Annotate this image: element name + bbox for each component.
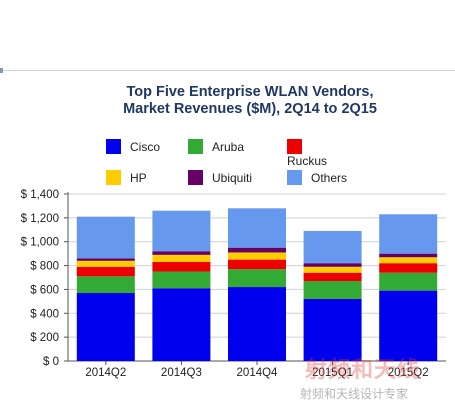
- legend-swatch: [287, 139, 302, 154]
- bar-hp: [379, 257, 438, 264]
- bar-aruba: [228, 269, 286, 288]
- bar-ruckus: [379, 263, 438, 273]
- legend-swatch: [188, 139, 203, 154]
- y-tick-label: $ 400: [30, 308, 59, 320]
- legend-swatch: [287, 170, 302, 185]
- bar-hp: [152, 254, 211, 262]
- bar-hp: [228, 252, 286, 260]
- legend-label: Ruckus: [287, 154, 328, 168]
- bar-aruba: [379, 272, 438, 291]
- header-rule-marker: [0, 68, 3, 73]
- bar-aruba: [303, 281, 362, 299]
- bar-cisco: [76, 293, 135, 361]
- x-tick-label: 2014Q3: [161, 367, 202, 379]
- bar-ubiquiti: [76, 258, 135, 261]
- bar-ruckus: [76, 266, 135, 277]
- y-tick-label: $ 1,400: [21, 189, 59, 201]
- bar-ruckus: [303, 272, 362, 282]
- legend-label: HP: [130, 171, 147, 185]
- chart-title: Top Five Enterprise WLAN Vendors,: [126, 84, 374, 100]
- bar-hp: [303, 266, 362, 273]
- y-tick-label: $ 800: [30, 261, 59, 273]
- legend-swatch: [188, 170, 203, 185]
- bar-others: [379, 214, 438, 254]
- bar-cisco: [152, 288, 211, 361]
- bar-others: [76, 216, 135, 259]
- watermark-logo: 射频和天线: [305, 358, 421, 383]
- bar-others: [303, 230, 362, 264]
- bar-ruckus: [228, 259, 286, 270]
- legend-swatch: [106, 170, 121, 185]
- x-tick-label: 2014Q4: [237, 367, 279, 379]
- legend-label: Ubiquiti: [212, 171, 253, 185]
- y-tick-label: $ 600: [30, 284, 59, 296]
- bar-cisco: [303, 298, 362, 361]
- bar-ubiquiti: [303, 263, 362, 267]
- bar-cisco: [228, 287, 286, 361]
- bar-others: [228, 208, 286, 248]
- y-tick-label: $ 1,000: [21, 237, 59, 249]
- bar-cisco: [379, 290, 438, 361]
- y-tick-label: $ 200: [30, 332, 59, 344]
- x-tick-label: 2015Q1: [312, 367, 353, 379]
- y-tick-label: $ 0: [43, 356, 59, 368]
- legend-swatch: [106, 139, 121, 154]
- bar-aruba: [152, 271, 211, 289]
- legend-label: Aruba: [212, 140, 245, 154]
- bar-others: [152, 210, 211, 252]
- bar-aruba: [76, 276, 135, 294]
- bar-ruckus: [152, 261, 211, 272]
- bar-hp: [76, 260, 135, 267]
- chart-subtitle: Market Revenues ($M), 2Q14 to 2Q15: [123, 101, 377, 117]
- header-rule: [0, 70, 455, 71]
- x-tick-label: 2015Q2: [388, 367, 429, 379]
- bar-ubiquiti: [152, 251, 211, 255]
- legend-label: Cisco: [130, 140, 161, 154]
- bar-ubiquiti: [379, 253, 438, 258]
- y-tick-label: $ 1,200: [21, 213, 59, 225]
- watermark-text: 射频和天线设计专家: [300, 387, 409, 401]
- x-tick-label: 2014Q2: [85, 367, 126, 379]
- bar-ubiquiti: [228, 247, 286, 253]
- legend-label: Others: [311, 171, 348, 185]
